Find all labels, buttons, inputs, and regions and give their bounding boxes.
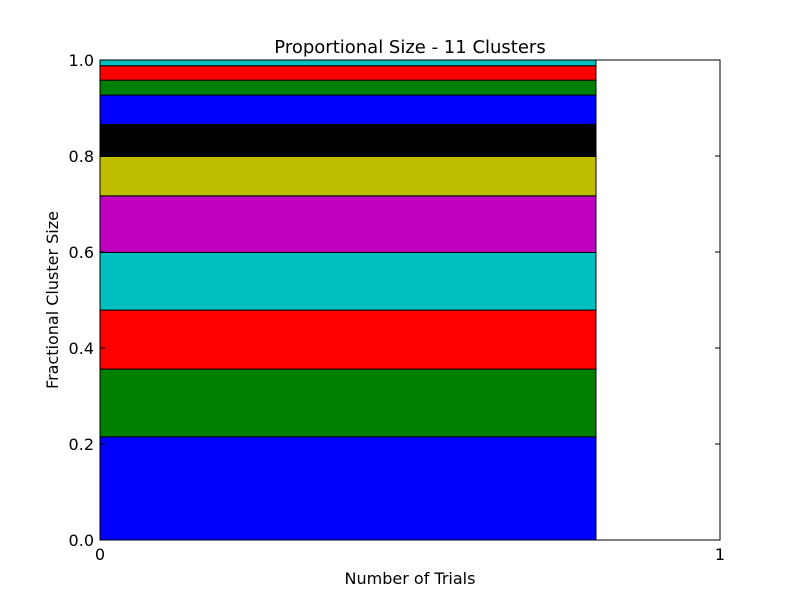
y-tick-label: 0.0 bbox=[69, 531, 94, 550]
bar-segment-6 bbox=[99, 155, 597, 197]
y-tick-label: 1.0 bbox=[69, 51, 94, 70]
y-axis-ticks: 0.0 0.2 0.4 0.6 0.8 1.0 bbox=[69, 51, 720, 550]
y-tick-label: 0.4 bbox=[69, 339, 94, 358]
y-tick-label: 0.2 bbox=[69, 435, 94, 454]
bar-segment-4 bbox=[99, 251, 597, 311]
y-axis-label: Fractional Cluster Size bbox=[43, 211, 62, 389]
y-tick-label: 0.6 bbox=[69, 243, 94, 262]
bar-segment-2 bbox=[99, 368, 597, 438]
y-tick-label: 0.8 bbox=[69, 147, 94, 166]
bar-segment-9 bbox=[99, 79, 597, 96]
bar-segment-11 bbox=[99, 59, 597, 67]
bar-segments bbox=[99, 59, 597, 541]
x-tick-label: 1 bbox=[715, 545, 725, 564]
plot-frame bbox=[99, 59, 721, 541]
bar-segment-1 bbox=[99, 436, 597, 541]
chart-title: Proportional Size - 11 Clusters bbox=[274, 37, 545, 58]
x-axis-label: Number of Trials bbox=[345, 569, 476, 588]
bar-segment-3 bbox=[99, 309, 597, 370]
bar-segment-5 bbox=[99, 195, 597, 253]
x-tick-label: 0 bbox=[95, 545, 105, 564]
bar-segment-10 bbox=[99, 65, 597, 81]
bar-segment-8 bbox=[99, 94, 597, 125]
bar-segment-7 bbox=[99, 123, 597, 157]
